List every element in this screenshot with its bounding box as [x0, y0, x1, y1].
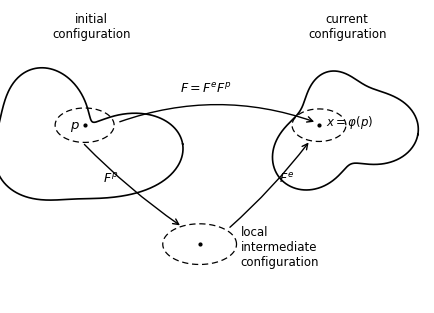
Text: initial
configuration: initial configuration [52, 13, 130, 40]
Text: local
intermediate
configuration: local intermediate configuration [241, 226, 319, 269]
Text: $p$: $p$ [69, 120, 79, 134]
Text: current
configuration: current configuration [308, 13, 386, 40]
Text: $F^p$: $F^p$ [103, 172, 118, 185]
Text: $x = \varphi(p)$: $x = \varphi(p)$ [326, 114, 373, 131]
Text: $F = F^e F^p$: $F = F^e F^p$ [181, 81, 232, 95]
Text: $F^e$: $F^e$ [279, 172, 294, 185]
